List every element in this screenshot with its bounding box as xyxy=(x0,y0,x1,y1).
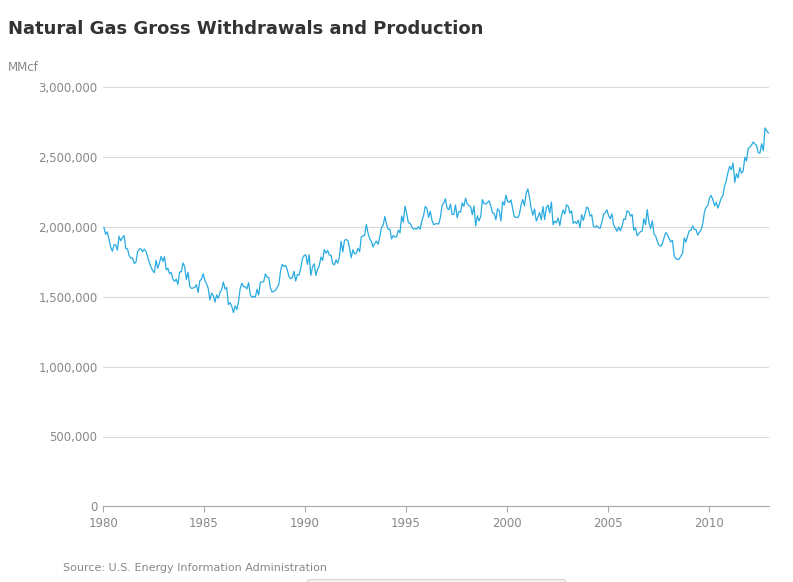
Legend: U.S. Natural Gas Gross Withdrawals: U.S. Natural Gas Gross Withdrawals xyxy=(307,579,565,582)
Text: Source: U.S. Energy Information Administration: Source: U.S. Energy Information Administ… xyxy=(63,563,328,573)
Text: Natural Gas Gross Withdrawals and Production: Natural Gas Gross Withdrawals and Produc… xyxy=(8,20,483,38)
Text: MMcf: MMcf xyxy=(8,61,39,74)
